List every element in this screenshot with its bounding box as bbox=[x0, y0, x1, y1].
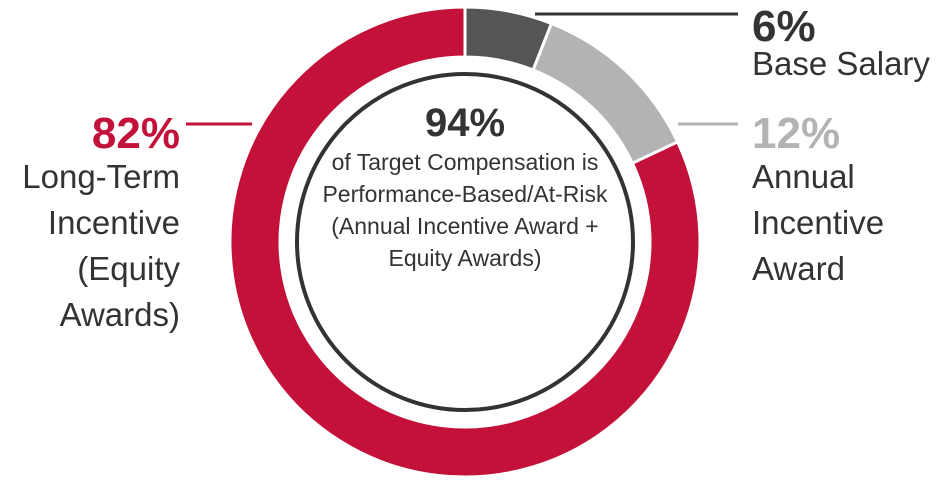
center-summary: 94% of Target Compensation is Performanc… bbox=[305, 100, 625, 274]
center-text: of Target Compensation is Performance-Ba… bbox=[322, 149, 608, 271]
base-salary-name: Base Salary bbox=[752, 45, 930, 82]
annual-incentive-value: 12% bbox=[752, 109, 841, 158]
donut-slice-long-term-incentive-equity-awards bbox=[228, 5, 702, 479]
center-value: 94% bbox=[424, 101, 506, 145]
label-base-salary: 6% Base Salary bbox=[752, 5, 930, 87]
label-long-term-incentive: 82% Long-Term Incentive (Equity Awards) bbox=[0, 112, 180, 338]
label-annual-incentive: 12% Annual Incentive Award bbox=[752, 112, 942, 292]
long-term-incentive-name: Long-Term Incentive (Equity Awards) bbox=[0, 154, 180, 338]
annual-incentive-name: Annual Incentive Award bbox=[752, 154, 942, 292]
long-term-incentive-value: 82% bbox=[91, 109, 180, 158]
base-salary-value: 6% bbox=[752, 2, 816, 51]
long-term-incentive-name-text: Long-Term Incentive (Equity Awards) bbox=[22, 158, 180, 333]
annual-incentive-name-text: Annual Incentive Award bbox=[752, 158, 885, 287]
inner-ring bbox=[295, 72, 635, 412]
